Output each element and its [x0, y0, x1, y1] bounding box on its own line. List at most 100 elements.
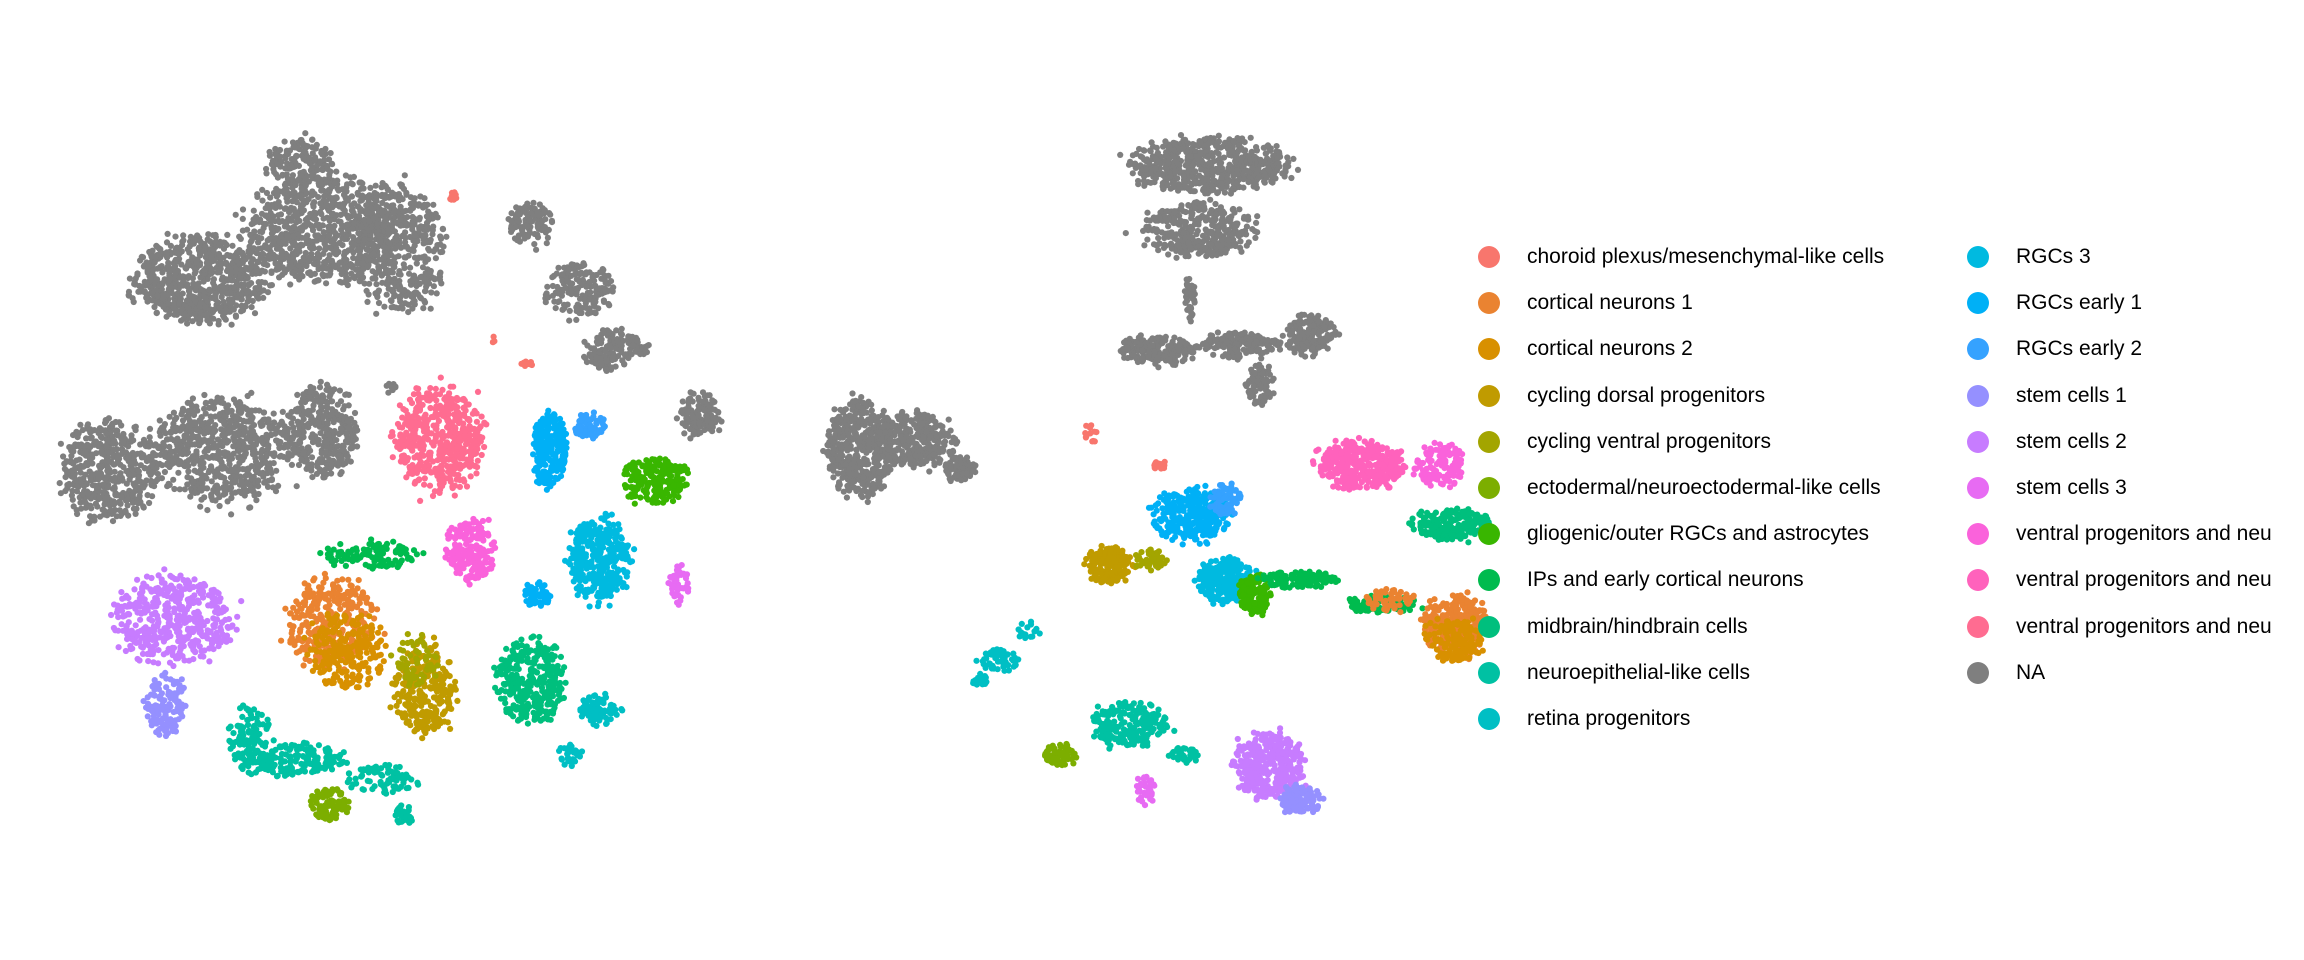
data-point: [299, 273, 306, 280]
data-point: [315, 409, 322, 416]
data-point: [405, 309, 412, 316]
data-point: [251, 310, 259, 317]
data-point: [449, 485, 456, 492]
data-point: [260, 416, 267, 423]
data-point: [716, 427, 723, 434]
data-point: [320, 414, 327, 421]
data-point: [184, 304, 191, 311]
data-point: [421, 288, 429, 295]
data-point: [176, 458, 183, 465]
data-point: [460, 404, 467, 411]
data-point: [293, 406, 300, 413]
data-point: [260, 409, 268, 416]
data-point: [154, 443, 161, 450]
data-point: [415, 396, 422, 403]
data-point: [201, 436, 208, 444]
data-point: [208, 254, 215, 262]
data-point: [410, 274, 417, 281]
data-point: [410, 247, 417, 254]
data-point: [394, 420, 402, 428]
data-point: [201, 391, 208, 399]
data-point: [228, 321, 235, 328]
data-point: [573, 304, 580, 311]
data-point: [211, 284, 218, 291]
data-point: [172, 263, 179, 270]
data-point: [444, 468, 452, 475]
data-point: [339, 222, 346, 229]
data-point: [225, 408, 232, 415]
data-point: [186, 287, 193, 294]
data-point: [426, 449, 433, 456]
data-point: [197, 503, 204, 510]
data-point: [248, 486, 255, 493]
data-point: [264, 244, 271, 251]
data-point: [324, 166, 331, 173]
data-point: [400, 208, 407, 215]
data-point: [214, 398, 222, 405]
data-point: [239, 206, 247, 213]
data-point: [255, 477, 262, 484]
data-point: [390, 303, 397, 311]
data-point: [568, 272, 575, 279]
data-point: [238, 477, 245, 484]
data-point: [232, 211, 239, 218]
data-point: [432, 385, 439, 392]
data-point: [212, 238, 219, 245]
data-point: [241, 451, 249, 458]
data-point: [479, 517, 486, 525]
data-point: [185, 273, 192, 280]
data-point: [485, 516, 492, 524]
data-point: [249, 297, 256, 305]
data-point: [399, 305, 406, 312]
data-point: [284, 427, 291, 434]
data-point: [351, 200, 358, 207]
data-point: [130, 471, 137, 478]
data-point: [145, 263, 152, 270]
data-point: [320, 215, 327, 222]
data-point: [281, 138, 288, 145]
data-point: [210, 404, 217, 411]
data-point: [152, 452, 160, 459]
data-point: [146, 273, 153, 280]
data-point: [165, 300, 172, 307]
data-point: [416, 455, 423, 462]
data-point: [603, 357, 610, 365]
data-point: [290, 252, 297, 259]
data-point: [222, 479, 229, 486]
data-point: [534, 224, 541, 231]
data-point: [565, 266, 573, 273]
data-point: [289, 198, 296, 205]
data-point: [215, 250, 222, 258]
data-point: [214, 443, 221, 450]
data-point: [251, 263, 259, 270]
data-point: [171, 485, 178, 493]
data-point: [253, 469, 260, 476]
data-point: [592, 310, 599, 317]
data-point: [215, 485, 222, 492]
data-point: [229, 242, 236, 249]
data-point: [91, 517, 98, 524]
data-point: [288, 164, 295, 171]
data-point: [629, 342, 637, 349]
data-point: [359, 260, 367, 267]
data-point: [336, 387, 343, 394]
data-point: [93, 470, 101, 477]
data-point: [173, 311, 180, 318]
data-point: [381, 303, 388, 310]
data-point: [598, 336, 605, 343]
data-point: [207, 238, 214, 245]
data-point: [273, 152, 280, 159]
data-point: [339, 230, 346, 237]
data-point: [264, 201, 271, 208]
data-point: [407, 264, 414, 271]
data-point: [554, 298, 562, 306]
data-point: [318, 187, 325, 194]
data-point: [205, 231, 212, 238]
data-point: [326, 225, 333, 232]
data-point: [316, 225, 323, 232]
data-point: [326, 217, 333, 225]
data-point: [410, 391, 417, 398]
data-point: [559, 306, 566, 313]
data-point: [281, 205, 288, 212]
data-point: [99, 450, 106, 457]
